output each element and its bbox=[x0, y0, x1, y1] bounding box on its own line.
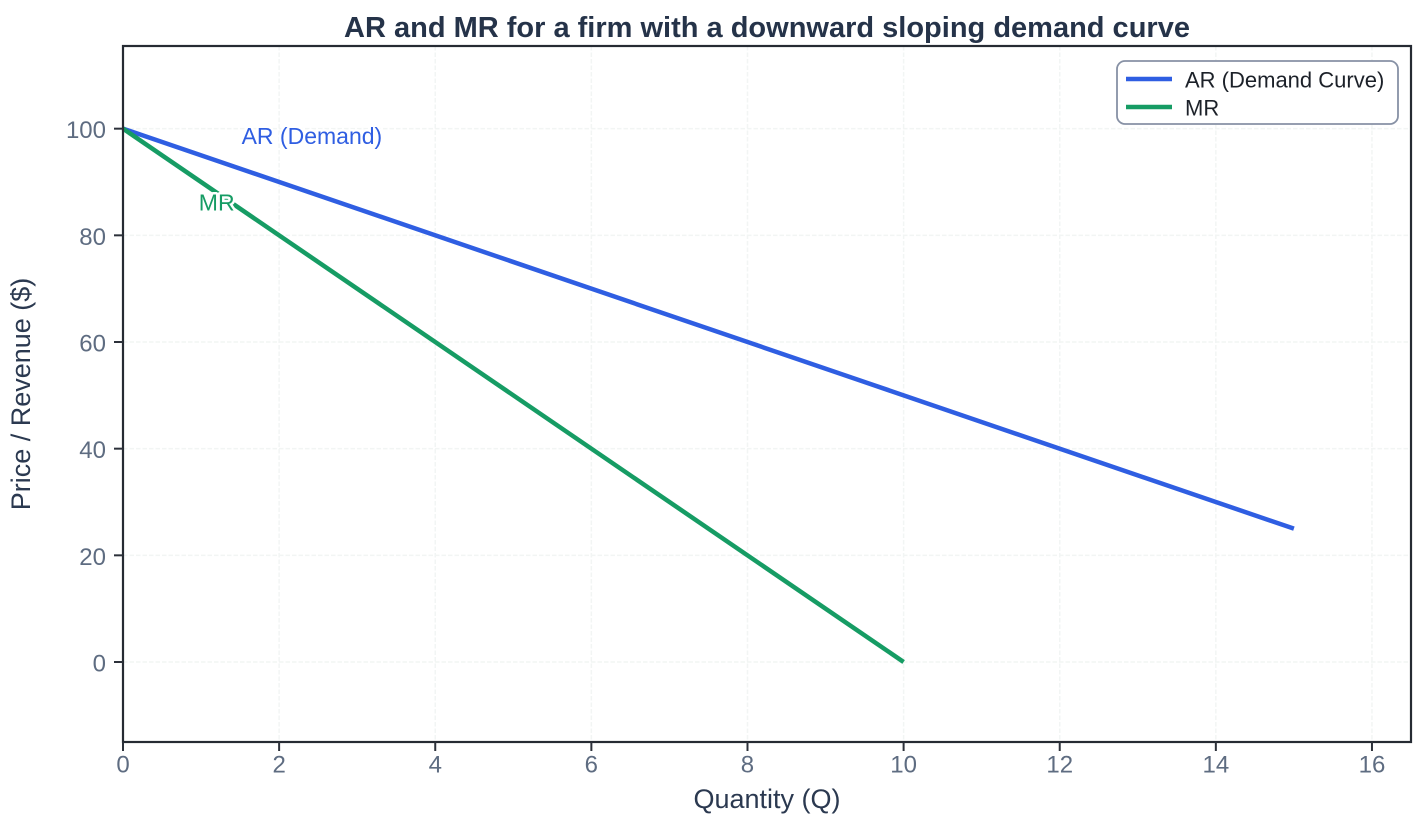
x-tick-label: 16 bbox=[1359, 752, 1386, 779]
y-tick-label: 40 bbox=[79, 437, 106, 464]
y-tick-label: 100 bbox=[66, 117, 106, 144]
legend-item-mr: MR bbox=[1126, 96, 1219, 121]
y-tick-label: 60 bbox=[79, 331, 106, 358]
x-tick-label: 2 bbox=[272, 752, 285, 779]
ar-demand-curve-line bbox=[122, 126, 1295, 531]
x-tick-label: 4 bbox=[429, 752, 442, 779]
grid-lines bbox=[122, 46, 1411, 742]
x-tick-label: 8 bbox=[741, 752, 754, 779]
legend: AR (Demand Curve) MR bbox=[1116, 60, 1399, 125]
axis-ticks: 0 2 4 6 8 10 12 14 16 0 20 40 60 80 100 bbox=[66, 117, 1385, 778]
y-tick-label: 80 bbox=[79, 224, 106, 251]
x-axis-label: Quantity (Q) bbox=[693, 784, 840, 814]
y-tick-label: 0 bbox=[93, 651, 106, 678]
plot-border bbox=[121, 44, 1413, 744]
annotations: AR (Demand) MR bbox=[196, 121, 384, 218]
legend-box bbox=[1116, 60, 1399, 125]
legend-item-ar-demand-curve: AR (Demand Curve) bbox=[1126, 68, 1384, 93]
annotation-ar-demand: AR (Demand) bbox=[242, 123, 383, 149]
x-tick-label: 0 bbox=[116, 752, 129, 779]
series-lines bbox=[121, 126, 1295, 664]
legend-label: MR bbox=[1185, 96, 1219, 121]
annotation-mr: MR bbox=[199, 189, 235, 215]
x-tick-label: 6 bbox=[585, 752, 598, 779]
y-axis-label: Price / Revenue ($) bbox=[6, 278, 36, 511]
mr-line bbox=[121, 126, 905, 664]
legend-label: AR (Demand Curve) bbox=[1185, 68, 1384, 93]
y-tick-label: 20 bbox=[79, 544, 106, 571]
x-tick-label: 10 bbox=[890, 752, 917, 779]
x-tick-label: 14 bbox=[1202, 752, 1229, 779]
x-tick-label: 12 bbox=[1046, 752, 1073, 779]
chart-title: AR and MR for a firm with a downward slo… bbox=[344, 12, 1190, 44]
